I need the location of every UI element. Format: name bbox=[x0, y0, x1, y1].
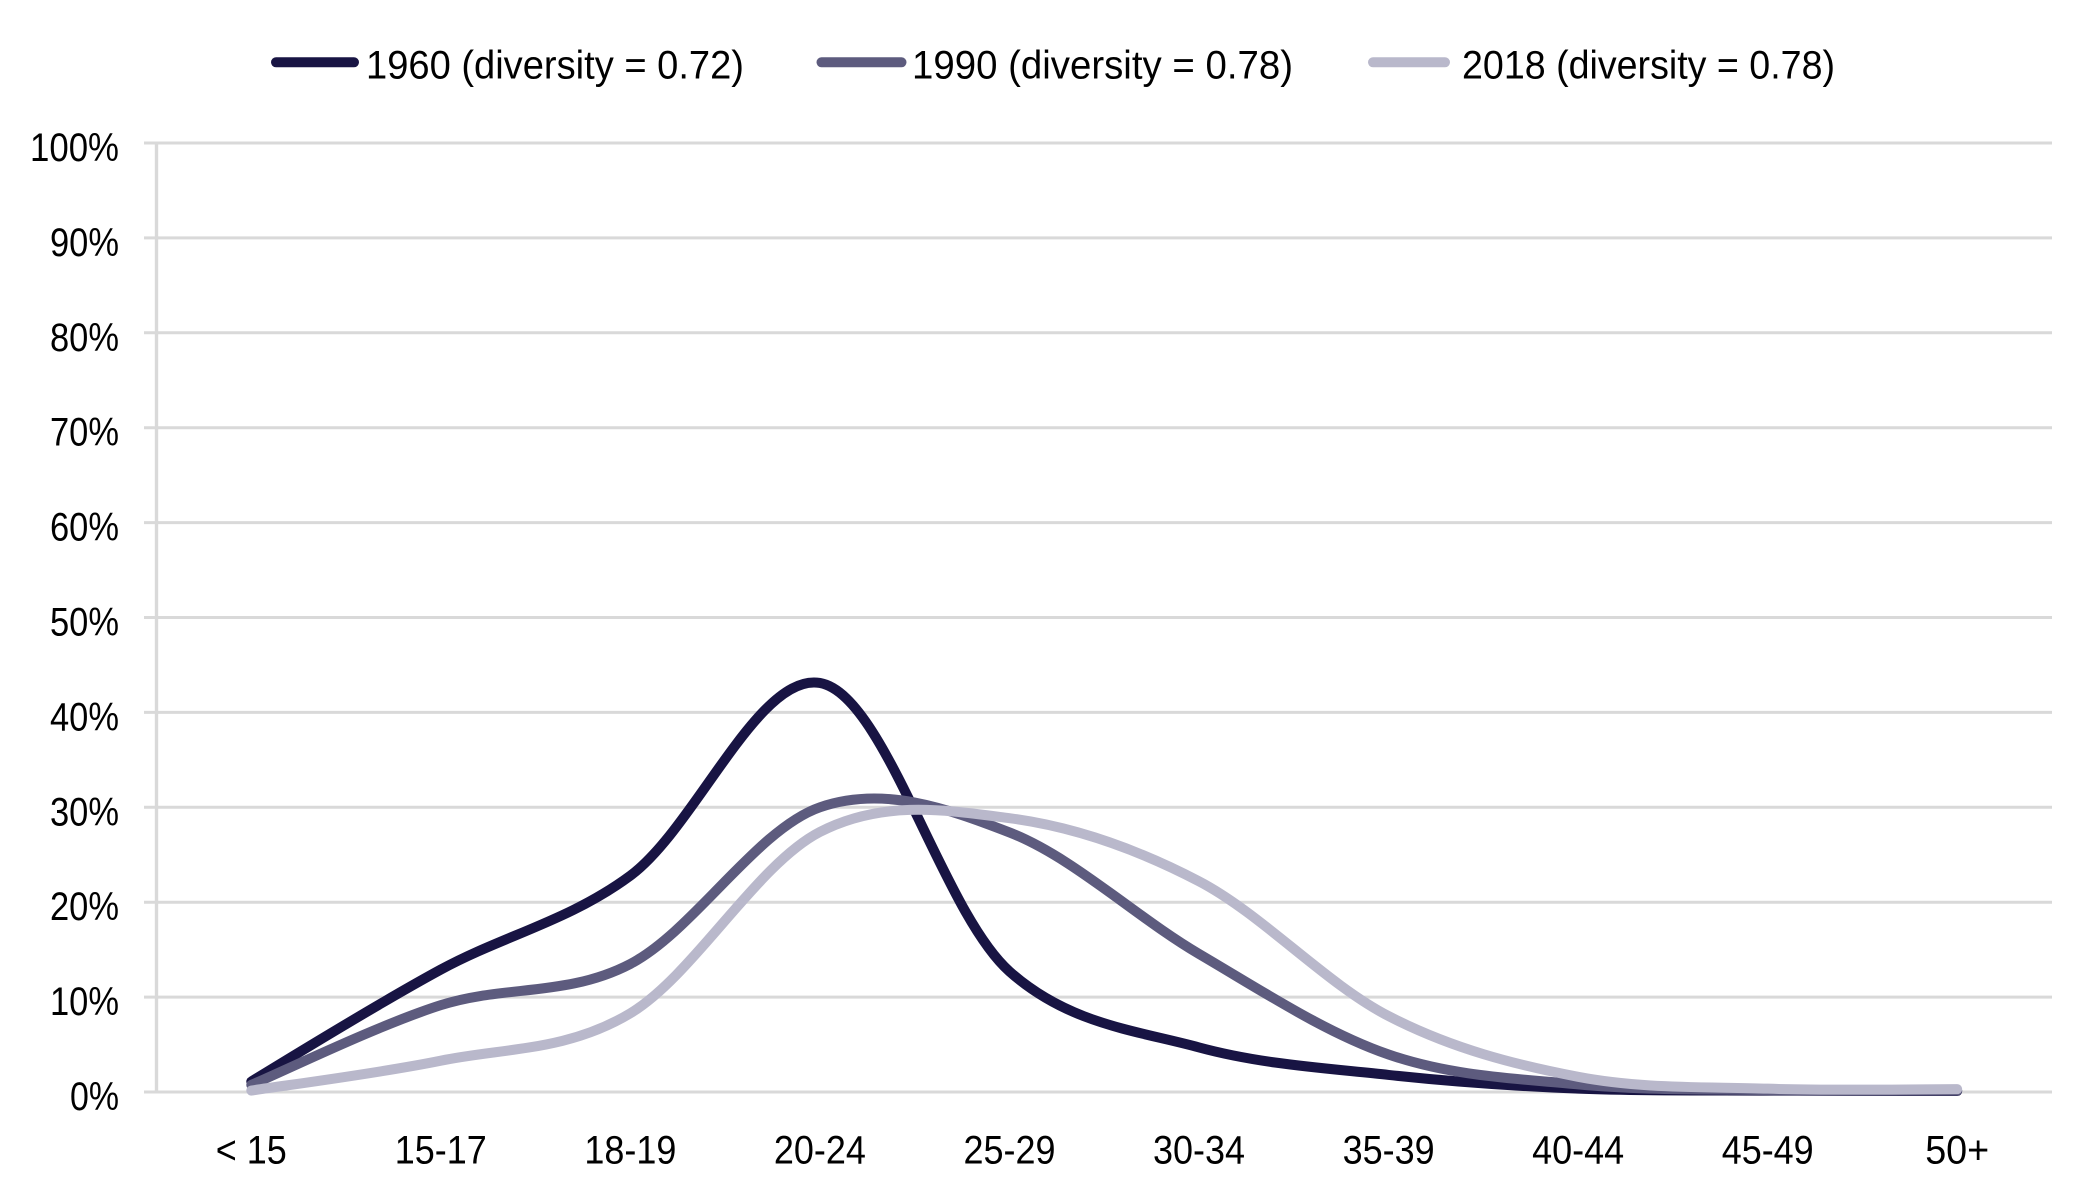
svg-text:0%: 0% bbox=[70, 1075, 119, 1119]
svg-text:15-17: 15-17 bbox=[395, 1129, 487, 1173]
svg-text:40%: 40% bbox=[50, 695, 119, 739]
svg-text:18-19: 18-19 bbox=[584, 1129, 676, 1173]
svg-text:40-44: 40-44 bbox=[1532, 1129, 1624, 1173]
svg-text:30-34: 30-34 bbox=[1153, 1129, 1245, 1173]
svg-text:45-49: 45-49 bbox=[1722, 1129, 1814, 1173]
svg-text:20%: 20% bbox=[50, 885, 119, 929]
svg-text:60%: 60% bbox=[50, 506, 119, 550]
svg-text:100%: 100% bbox=[30, 126, 119, 170]
svg-text:25-29: 25-29 bbox=[964, 1129, 1056, 1173]
svg-text:30%: 30% bbox=[50, 790, 119, 834]
svg-text:35-39: 35-39 bbox=[1343, 1129, 1435, 1173]
svg-text:< 15: < 15 bbox=[216, 1129, 287, 1173]
svg-text:50%: 50% bbox=[50, 601, 119, 645]
svg-text:70%: 70% bbox=[50, 411, 119, 455]
svg-text:80%: 80% bbox=[50, 316, 119, 360]
svg-text:10%: 10% bbox=[50, 980, 119, 1024]
svg-text:1960 (diversity = 0.72): 1960 (diversity = 0.72) bbox=[366, 44, 744, 88]
svg-text:2018 (diversity = 0.78): 2018 (diversity = 0.78) bbox=[1462, 44, 1835, 88]
svg-text:1990 (diversity = 0.78): 1990 (diversity = 0.78) bbox=[912, 44, 1293, 88]
svg-text:50+: 50+ bbox=[1925, 1129, 1989, 1173]
svg-text:20-24: 20-24 bbox=[774, 1129, 866, 1173]
svg-text:90%: 90% bbox=[50, 221, 119, 265]
